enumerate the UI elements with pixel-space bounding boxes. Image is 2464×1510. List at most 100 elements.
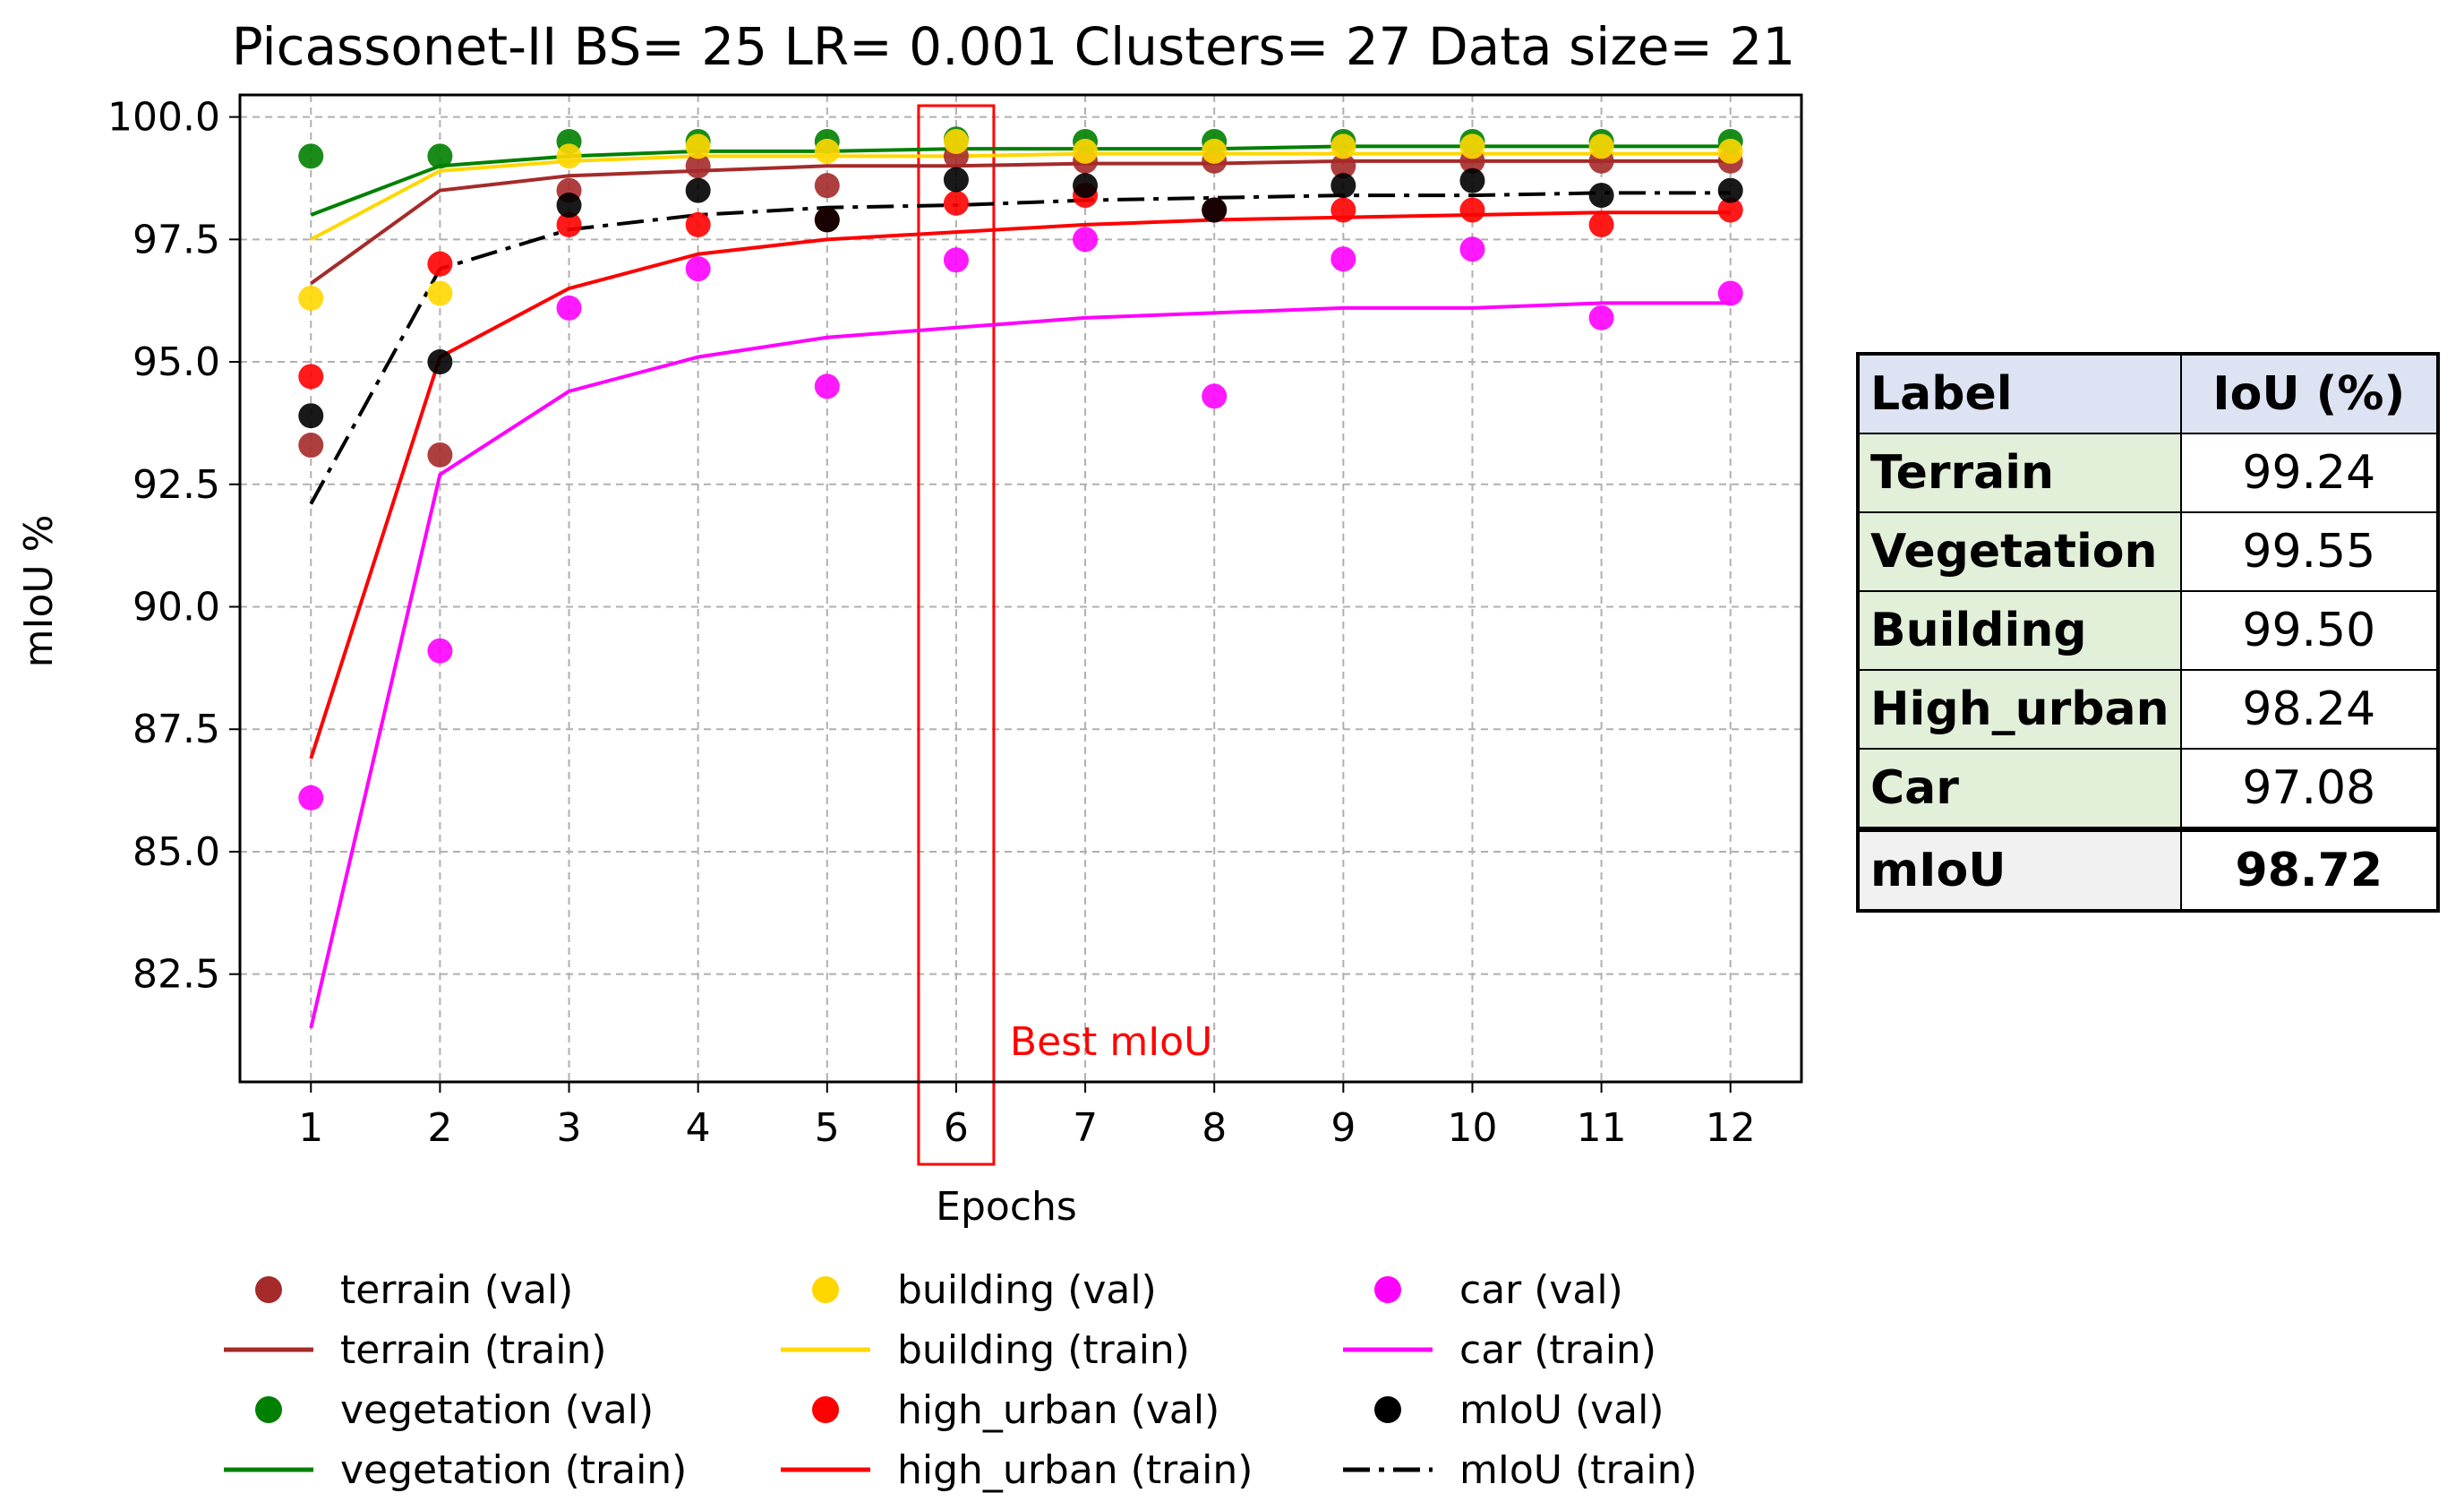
data-point-building-val- xyxy=(814,138,840,164)
data-point-building-val- xyxy=(556,143,582,169)
iou-table: Label IoU (%) Terrain 99.24 Vegetation 9… xyxy=(1856,352,2440,913)
x-tick-label: 3 xyxy=(557,1105,582,1151)
x-tick-label: 4 xyxy=(686,1105,711,1151)
iou-table-row-high-urban: High_urban 98.24 xyxy=(1857,669,2440,750)
x-tick-label: 1 xyxy=(298,1105,323,1151)
data-point-car-val- xyxy=(1330,246,1356,272)
legend-marker xyxy=(1374,1276,1401,1303)
legend-marker xyxy=(812,1276,839,1303)
iou-table-header-value: IoU (%) xyxy=(2179,353,2440,434)
data-point-terrain-val- xyxy=(427,442,453,468)
y-axis-label: mIoU % xyxy=(16,515,62,668)
x-tick-label: 6 xyxy=(944,1105,969,1151)
best-miou-highlight-box xyxy=(917,104,996,1166)
legend-marker xyxy=(1374,1396,1401,1423)
iou-summary-label: mIoU xyxy=(1857,827,2182,912)
data-point-miou-val- xyxy=(1459,167,1485,193)
legend-label: vegetation (train) xyxy=(340,1447,687,1493)
x-tick-label: 7 xyxy=(1073,1105,1098,1151)
data-point-miou-val- xyxy=(427,349,453,375)
legend-marker xyxy=(255,1276,282,1303)
y-tick-label: 100.0 xyxy=(107,95,220,141)
y-tick-label: 92.5 xyxy=(133,462,220,508)
plot-frame xyxy=(238,93,1803,1084)
data-point-building-val- xyxy=(1330,133,1356,159)
iou-row-label: Vegetation xyxy=(1857,511,2182,592)
legend-marker xyxy=(812,1396,839,1423)
data-point-car-val- xyxy=(1073,227,1099,253)
iou-row-value: 99.24 xyxy=(2179,433,2440,513)
data-point-vegetation-val- xyxy=(427,143,453,169)
data-point-car-val- xyxy=(1202,383,1228,409)
data-point-car-val- xyxy=(556,295,582,321)
data-point-car-val- xyxy=(1588,305,1614,330)
data-point-miou-val- xyxy=(1588,183,1614,209)
data-point-high-urban-val- xyxy=(1717,197,1743,223)
legend-marker xyxy=(255,1396,282,1423)
iou-row-label: Building xyxy=(1857,590,2182,671)
x-tick-label: 10 xyxy=(1447,1105,1497,1151)
data-point-high-urban-val- xyxy=(298,364,324,390)
y-tick-label: 87.5 xyxy=(133,707,220,752)
data-point-miou-val- xyxy=(814,207,840,233)
iou-row-value: 98.24 xyxy=(2179,669,2440,750)
data-point-building-val- xyxy=(427,280,453,306)
data-point-miou-val- xyxy=(298,403,324,429)
legend-label: mIoU (train) xyxy=(1459,1447,1698,1493)
data-point-miou-val- xyxy=(1073,173,1099,199)
data-point-car-val- xyxy=(427,638,453,664)
iou-table-row-miou: mIoU 98.72 xyxy=(1857,827,2440,912)
series-line-vegetation-train- xyxy=(310,144,1731,217)
iou-table-row-building: Building 99.50 xyxy=(1857,590,2440,671)
data-point-building-val- xyxy=(943,128,969,154)
x-tick-label: 8 xyxy=(1202,1105,1227,1151)
data-point-building-val- xyxy=(1588,133,1614,159)
legend-label: terrain (val) xyxy=(340,1267,573,1313)
data-point-miou-val- xyxy=(556,193,582,219)
data-point-high-urban-val- xyxy=(685,211,711,237)
data-point-car-val- xyxy=(814,373,840,399)
data-point-car-val- xyxy=(685,256,711,282)
legend: terrain (val) terrain (train) vegetation (… xyxy=(224,1267,1698,1493)
legend-label: building (val) xyxy=(897,1267,1157,1313)
iou-row-value: 99.55 xyxy=(2179,511,2440,592)
data-point-building-val- xyxy=(1073,138,1099,164)
legend-label: high_urban (val) xyxy=(897,1387,1219,1433)
data-point-high-urban-val- xyxy=(556,211,582,237)
y-tick-label: 95.0 xyxy=(133,339,220,385)
data-point-car-val- xyxy=(1717,280,1743,306)
iou-row-label: High_urban xyxy=(1857,669,2182,750)
iou-row-label: Car xyxy=(1857,748,2182,830)
legend-label: car (train) xyxy=(1459,1327,1656,1373)
data-point-high-urban-val- xyxy=(1588,211,1614,237)
data-point-building-val- xyxy=(298,285,324,311)
series-line-high-urban-train- xyxy=(309,210,1731,759)
legend-label: mIoU (val) xyxy=(1459,1387,1664,1433)
legend-label: terrain (train) xyxy=(340,1327,607,1373)
x-tick-label: 12 xyxy=(1706,1105,1756,1151)
iou-table-header: Label IoU (%) xyxy=(1857,353,2440,434)
x-axis-label: Epochs xyxy=(936,1184,1077,1230)
data-point-miou-val- xyxy=(685,177,711,203)
data-point-high-urban-val- xyxy=(943,190,969,216)
data-point-building-val- xyxy=(1202,138,1228,164)
data-point-miou-val- xyxy=(943,167,969,193)
data-point-miou-val- xyxy=(1202,197,1228,223)
x-tick-label: 2 xyxy=(427,1105,452,1151)
iou-table-row-vegetation: Vegetation 99.55 xyxy=(1857,511,2440,592)
iou-row-value: 99.50 xyxy=(2179,590,2440,671)
data-point-building-val- xyxy=(1459,133,1485,159)
data-point-miou-val- xyxy=(1330,173,1356,199)
data-point-high-urban-val- xyxy=(427,251,453,277)
data-point-building-val- xyxy=(1717,138,1743,164)
chart-title: Picassonet-II BS= 25 LR= 0.001 Clusters=… xyxy=(232,16,1796,77)
x-tick-label: 9 xyxy=(1330,1105,1356,1151)
series-line-miou-train- xyxy=(309,191,1731,505)
series-line-car-train- xyxy=(309,301,1731,1029)
y-tick-label: 85.0 xyxy=(133,829,220,875)
iou-row-value: 97.08 xyxy=(2179,748,2440,830)
y-tick-label: 82.5 xyxy=(133,952,220,998)
data-point-terrain-val- xyxy=(298,433,324,459)
legend-label: high_urban (train) xyxy=(897,1447,1253,1493)
